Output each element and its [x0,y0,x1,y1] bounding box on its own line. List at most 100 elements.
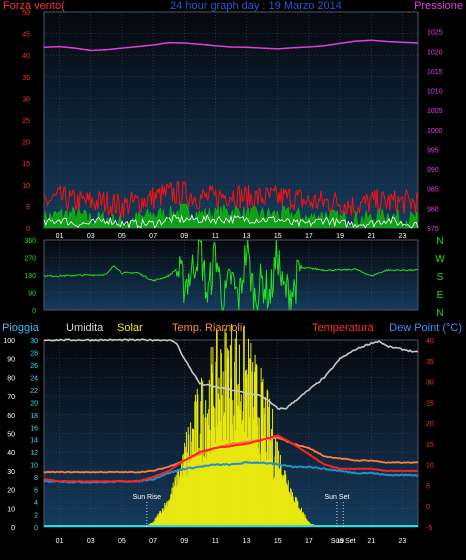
humidity-line [44,338,419,411]
apparent-temp-line [43,436,419,474]
rain-tick-label: 70 [7,394,15,401]
temp-tick-label: 10 [426,463,434,470]
wind-x-tick-label: 21 [367,233,375,240]
humidity-tick-label: 18 [30,413,38,420]
compass-label: N [436,236,443,247]
wind-tick-label: 45 [22,32,30,39]
rain-tick-label: 80 [7,375,15,382]
meteo-x-tick-label: 23 [399,538,407,545]
wind-x-tick-label: 13 [243,233,251,240]
pressure-tick-label: 990 [427,167,439,174]
wind-white-line [43,213,419,229]
humidity-tick-label: 4 [34,500,38,507]
temp-tick-label: -5 [426,525,432,532]
rain-tick-label: 50 [7,432,15,439]
humidity-tick-label: 10 [30,463,38,470]
pressure-tick-label: 1015 [427,69,443,76]
wind-tick-label: 50 [22,10,30,17]
temp-tick-label: 15 [426,442,434,449]
rain-tick-label: 10 [7,506,15,513]
humidity-tick-label: 28 [30,350,38,357]
legend-solar: Solar [117,322,143,334]
wind-x-tick-label: 19 [336,233,344,240]
legend-temperature: Temperatura [312,322,375,334]
temp-tick-label: 0 [426,504,430,511]
pressure-tick-label: 975 [427,226,439,233]
wind-tick-label: 0 [26,226,30,233]
humidity-tick-label: 24 [30,375,38,382]
chart-title: 24 hour graph day : 19 Marzo 2014 [170,0,342,12]
meteo-x-tick-label: 11 [212,538,219,545]
humidity-tick-label: 2 [34,513,38,520]
humidity-tick-label: 8 [34,475,38,482]
temp-tick-label: 35 [426,359,434,366]
compass-label: W [435,254,445,265]
temp-tick-label: 40 [426,338,434,345]
sun-annotation: Sun Set [325,494,350,501]
pressure-tick-label: 1000 [427,128,443,135]
humidity-tick-label: 30 [30,338,38,345]
meteo-x-tick-label: 05 [118,538,126,545]
wind-tick-label: 10 [22,183,30,190]
wind-x-tick-label: 01 [56,233,64,240]
meteo-x-tick-label: 15 [274,538,282,545]
temp-tick-label: 5 [426,483,430,490]
humidity-tick-label: 14 [30,438,38,445]
compass-label: E [437,290,444,301]
direction-tick-label: 0 [32,308,36,315]
pressure-tick-label: 1005 [427,108,443,115]
wind-tick-label: 5 [26,204,30,211]
meteo-x-tick-label: 09 [180,538,188,545]
humidity-tick-label: 12 [30,450,38,457]
meteo-x-tick-label: 07 [149,538,157,545]
wind-x-tick-label: 11 [212,233,219,240]
direction-tick-label: 90 [28,291,36,298]
pressure-tick-label: 1020 [427,49,443,56]
pressure-line [43,39,419,52]
wind-x-tick-label: 03 [87,233,95,240]
wind-tick-label: 20 [22,140,30,147]
pressure-tick-label: 985 [427,187,439,194]
humidity-tick-label: 22 [30,388,38,395]
rain-tick-label: 20 [7,488,15,495]
wind-x-tick-label: 17 [305,233,313,240]
legend-rain: Pioggia [2,322,40,334]
direction-tick-label: 270 [24,256,36,263]
compass-label: S [437,272,444,283]
humidity-tick-label: 6 [34,488,38,495]
wind-tick-label: 15 [22,161,30,168]
humidity-tick-label: 20 [30,400,38,407]
meteo-x-tick-label: 01 [56,538,64,545]
wind-axis-label: Forza vento( [3,0,65,12]
meteo-x-tick-label: 19 [336,538,344,545]
temp-tick-label: 20 [426,421,434,428]
pressure-tick-label: 1010 [427,89,443,96]
wind-tick-label: 30 [22,96,30,103]
humidity-tick-label: 0 [34,525,38,532]
meteo-x-tick-label: 13 [243,538,251,545]
wind-tick-label: 35 [22,75,30,82]
temp-tick-label: 25 [426,400,434,407]
pressure-tick-label: 980 [427,206,439,213]
temp-tick-label: 30 [426,380,434,387]
rain-tick-label: 30 [7,469,15,476]
legend-dew-point: Dew Point (°C) [389,322,462,334]
sun-annotation: Sun Rise [133,494,162,501]
legend-humidity: Umidita [66,322,104,334]
sun-annotation: Sun Set [331,538,356,545]
pressure-tick-label: 995 [427,147,439,154]
wind-x-tick-label: 15 [274,233,282,240]
legend-apparent-temp: Temp. Riarnoli [172,322,242,334]
rain-tick-label: 0 [11,525,15,532]
wind-x-tick-label: 05 [118,233,126,240]
wind-tick-label: 25 [22,118,30,125]
rain-tick-label: 60 [7,413,15,420]
wind-x-tick-label: 07 [149,233,157,240]
temperature-line [43,434,419,483]
direction-tick-label: 180 [24,273,36,280]
wind-x-tick-label: 09 [180,233,188,240]
wind-tick-label: 40 [22,53,30,60]
direction-tick-label: 360 [24,238,36,245]
